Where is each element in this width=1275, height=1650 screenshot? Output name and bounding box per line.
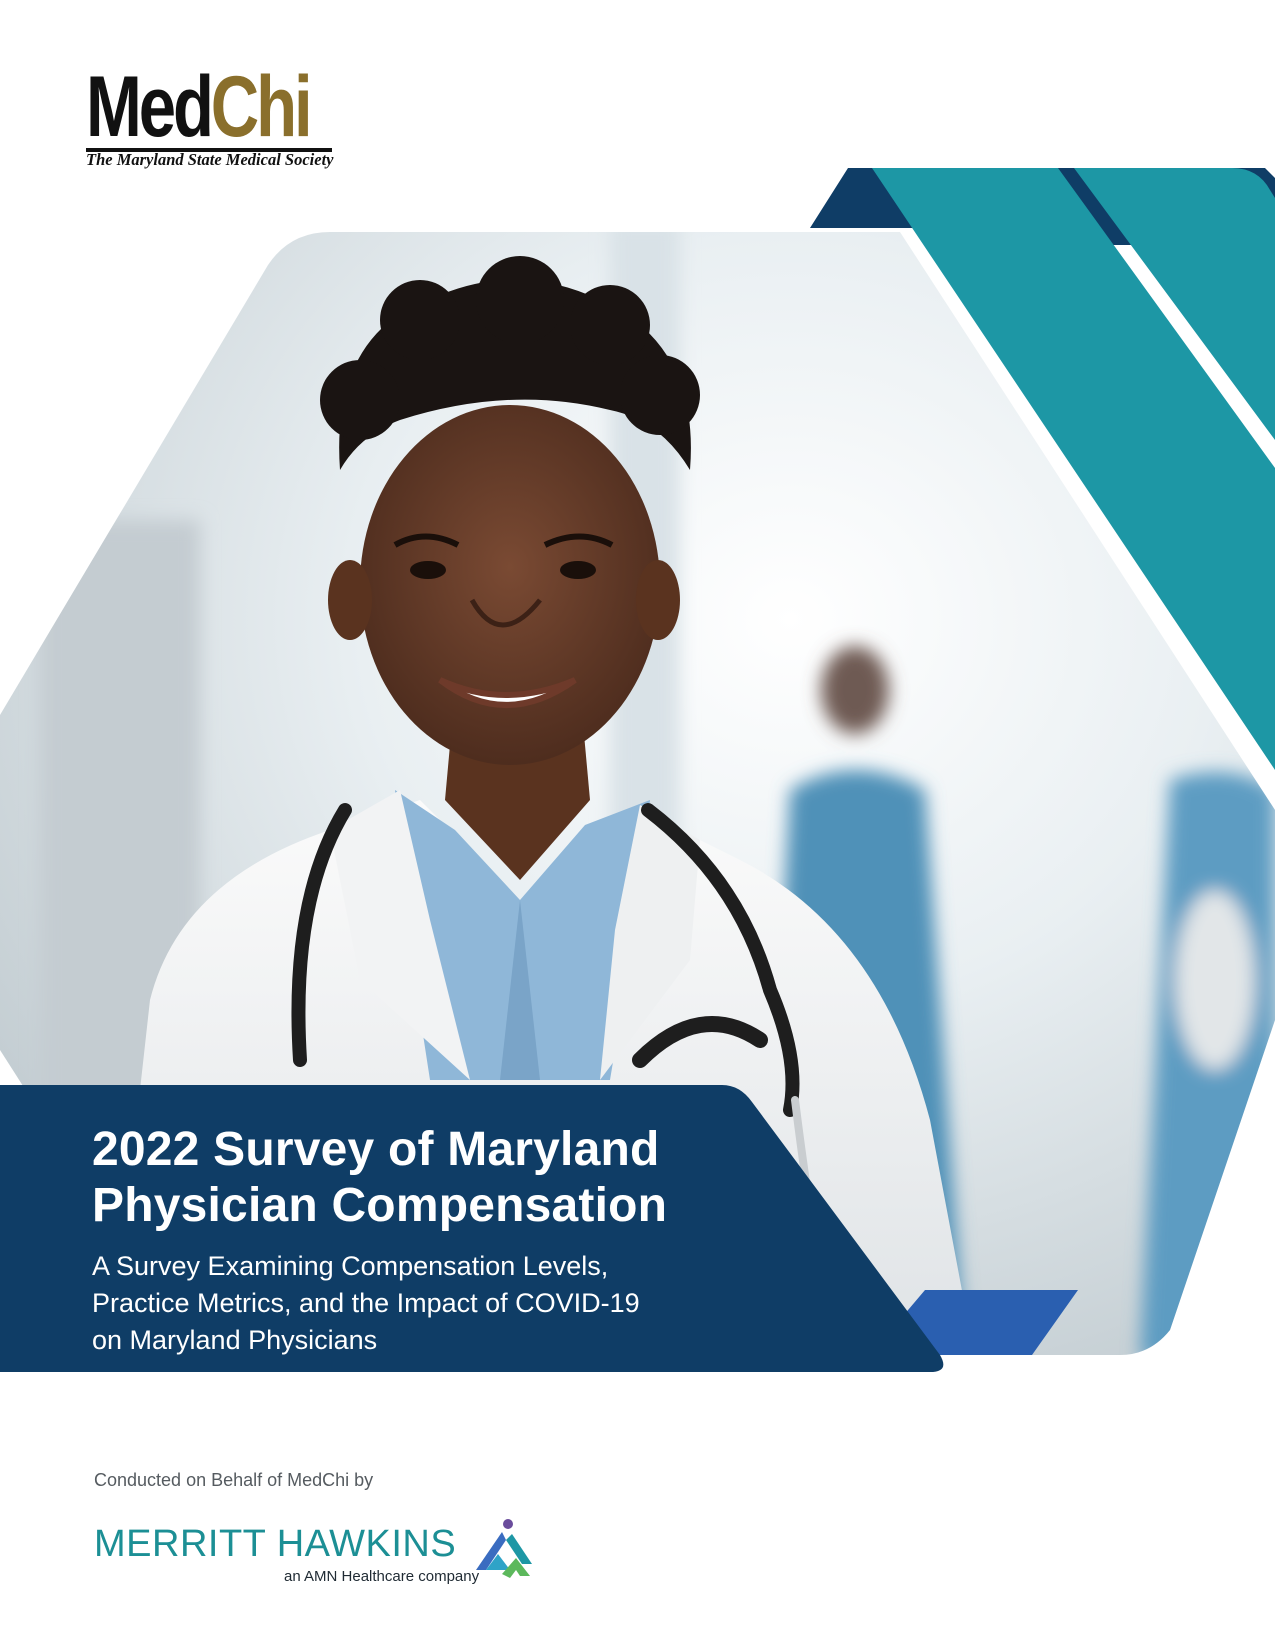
- conducted-by-text: Conducted on Behalf of MedChi by: [94, 1470, 374, 1490]
- medchi-wordmark: MedChi: [86, 64, 313, 150]
- subtitle-line-3: on Maryland Physicians: [92, 1325, 378, 1355]
- title-line-1: 2022 Survey of Maryland: [92, 1123, 660, 1176]
- decorative-ribbons: [810, 168, 1275, 770]
- medchi-logo: MedChi The Maryland State Medical Societ…: [86, 64, 336, 174]
- logo-tagline: The Maryland State Medical Society: [86, 150, 334, 169]
- title-line-2: Physician Compensation: [92, 1179, 668, 1232]
- logo-chi: Chi: [210, 59, 313, 155]
- title-band: [0, 1085, 944, 1372]
- subtitle: A Survey Examining Compensation Levels, …: [92, 1248, 792, 1359]
- logo-rule: [86, 148, 332, 152]
- subtitle-line-2: Practice Metrics, and the Impact of COVI…: [92, 1288, 640, 1318]
- title-block: 2022 Survey of Maryland Physician Compen…: [92, 1122, 792, 1359]
- merritt-hawkins-mark-icon: [476, 1519, 532, 1578]
- logo-med: Med: [86, 59, 214, 155]
- merritt-hawkins-tagline: an AMN Healthcare company: [284, 1568, 480, 1585]
- subtitle-line-1: A Survey Examining Compensation Levels,: [92, 1251, 609, 1281]
- merritt-hawkins-name: MERRITT HAWKINS: [94, 1523, 457, 1565]
